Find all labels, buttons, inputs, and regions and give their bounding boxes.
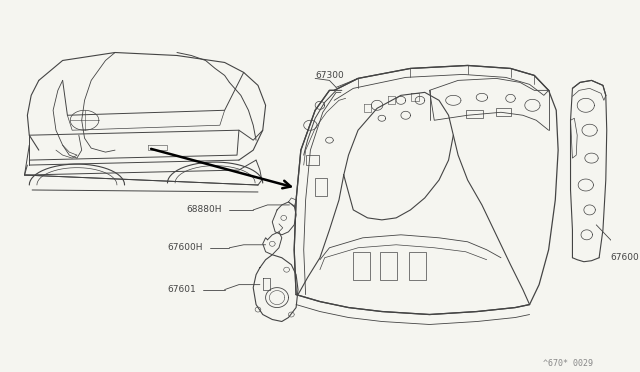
Bar bbox=[380, 252, 397, 280]
Bar bbox=[315, 178, 326, 196]
Bar bbox=[496, 108, 511, 116]
Text: 68880H: 68880H bbox=[186, 205, 222, 214]
Bar bbox=[353, 252, 371, 280]
Bar bbox=[306, 155, 319, 165]
Text: 67600H: 67600H bbox=[168, 243, 203, 252]
Bar bbox=[466, 110, 483, 118]
Text: 67300: 67300 bbox=[315, 71, 344, 80]
Bar bbox=[408, 252, 426, 280]
Text: 67600: 67600 bbox=[611, 253, 639, 262]
Text: ^670* 0029: ^670* 0029 bbox=[543, 359, 593, 368]
Text: 67601: 67601 bbox=[168, 285, 196, 294]
